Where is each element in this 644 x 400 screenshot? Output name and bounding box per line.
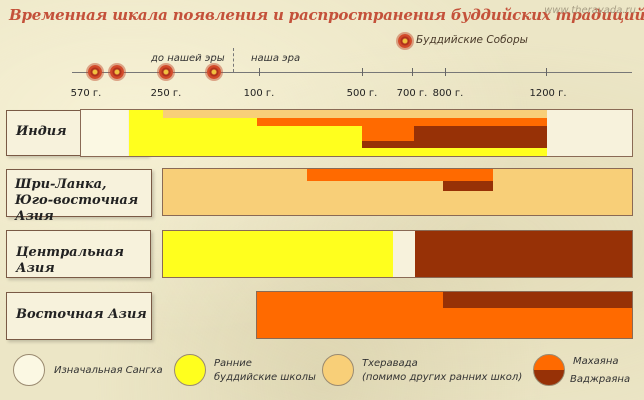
region-srilanka-label: Шри-Ланка, (15, 177, 107, 192)
era-bce-label: до нашей эры (151, 53, 225, 64)
council-icon (159, 65, 173, 79)
india-original-sangha-bar (81, 110, 128, 156)
tick-label: 1200 г. (529, 88, 567, 99)
region-central-asia-label-box: Центральная Азия (6, 230, 151, 278)
page-title: Временная шкала появления и распростране… (9, 6, 644, 24)
india-vajrayana-bar (414, 126, 547, 148)
legend-mahayana-label: Махаяна (573, 356, 619, 367)
region-central-asia-label: Центральная Азия (16, 245, 124, 276)
axis-tick (259, 68, 260, 76)
legend-theravada-label-line2: (помимо других ранних школ) (362, 372, 523, 383)
tick-label: 100 г. (243, 88, 275, 99)
india-mahayana-bar (257, 118, 547, 126)
region-india-track (80, 109, 633, 157)
axis-tick (445, 68, 446, 76)
axis-tick (362, 68, 363, 76)
era-ce-label: наша эра (251, 53, 301, 64)
tick-label: 570 г. (70, 88, 102, 99)
region-srilanka-label-line2: Юго-восточная Азия (15, 193, 139, 224)
region-east-asia-label: Восточная Азия (16, 307, 147, 322)
legend-theravada-label: Тхеравада (362, 358, 418, 369)
central-asia-vajrayana-bar (415, 231, 632, 277)
region-east-asia-label-box: Восточная Азия (6, 292, 152, 340)
tick-label: 700 г. (396, 88, 428, 99)
tick-label: 800 г. (432, 88, 464, 99)
council-legend-icon (398, 34, 412, 48)
region-central-asia-track (162, 230, 633, 278)
india-theravada-bar (163, 110, 547, 118)
legend-original-sangha-label: Изначальная Сангха (54, 365, 163, 376)
legend-early-schools-label-line2: буддийские школы (214, 372, 316, 383)
east-asia-vajrayana-bar (443, 292, 632, 308)
central-asia-early-schools-bar (163, 231, 393, 277)
legend-original-sangha-swatch (13, 354, 45, 386)
timeline-axis (72, 72, 632, 73)
axis-tick (546, 68, 547, 76)
region-srilanka-label-box: Шри-Ланка, Юго-восточная Азия (6, 169, 152, 224)
legend-early-schools-swatch (174, 354, 206, 386)
srilanka-mahayana-bar (307, 169, 493, 181)
council-icon (88, 65, 102, 79)
region-india-label: Индия (16, 124, 67, 139)
site-watermark: www.theravada.ru (544, 5, 636, 16)
region-srilanka-track (162, 168, 633, 216)
legend-mahayana-vajrayana-swatch (533, 354, 565, 386)
legend-early-schools-label: Ранние (214, 358, 252, 369)
council-icon (207, 65, 221, 79)
legend-theravada-swatch (322, 354, 354, 386)
council-icon (110, 65, 124, 79)
council-legend-label: Буддийские Соборы (416, 34, 528, 46)
tick-label: 250 г. (150, 88, 182, 99)
era-divider (233, 48, 234, 72)
region-east-asia-track (256, 291, 633, 339)
legend-vajrayana-label: Ваджраяна (570, 374, 631, 385)
tick-label: 500 г. (346, 88, 378, 99)
axis-tick (412, 68, 413, 76)
srilanka-vajrayana-bar (443, 181, 493, 191)
india-vajrayana-bar (362, 141, 414, 148)
